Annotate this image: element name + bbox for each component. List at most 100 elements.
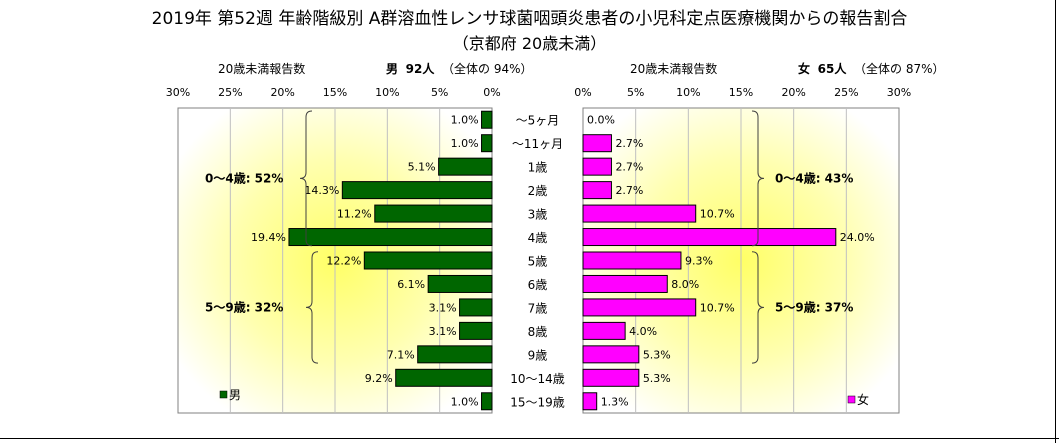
category-label: ～5ヶ月 bbox=[516, 114, 560, 128]
female-5-9-annotation: 5～9歳: 37% bbox=[775, 299, 853, 314]
female-tick-label: 5% bbox=[627, 86, 644, 99]
female-header: 女 65人 （全体の 87%） bbox=[798, 60, 945, 77]
female-legend-swatch bbox=[847, 395, 856, 404]
female-tick-label: 25% bbox=[834, 86, 858, 99]
male-value-label: 9.2% bbox=[365, 372, 393, 385]
female-value-label: 2.7% bbox=[615, 161, 643, 174]
female-bar bbox=[582, 392, 598, 411]
female-tick-label: 20% bbox=[781, 86, 805, 99]
male-bar bbox=[427, 274, 493, 293]
male-bar bbox=[481, 110, 493, 129]
female-value-label: 2.7% bbox=[615, 184, 643, 197]
male-5-9-annotation: 5～9歳: 32% bbox=[205, 299, 283, 314]
male-value-label: 6.1% bbox=[397, 278, 425, 291]
category-label: 15～19歳 bbox=[510, 395, 565, 409]
male-value-label: 14.3% bbox=[304, 184, 339, 197]
male-bar bbox=[481, 134, 493, 153]
female-value-label: 8.0% bbox=[671, 278, 699, 291]
female-bar bbox=[582, 181, 612, 200]
male-sex-label: 男 bbox=[386, 62, 399, 76]
female-value-label: 10.7% bbox=[700, 208, 735, 221]
female-value-label: 2.7% bbox=[615, 137, 643, 150]
male-value-label: 1.0% bbox=[451, 137, 479, 150]
male-tick-label: 30% bbox=[166, 86, 190, 99]
female-value-label: 0.0% bbox=[587, 114, 615, 127]
male-bar bbox=[417, 345, 493, 364]
category-label: 8歳 bbox=[528, 325, 548, 339]
female-bar bbox=[582, 204, 697, 223]
male-bar bbox=[395, 368, 493, 387]
male-0-4-bracket bbox=[299, 110, 313, 247]
category-label: 7歳 bbox=[528, 301, 548, 315]
male-bar bbox=[459, 321, 493, 340]
category-label: 4歳 bbox=[528, 231, 548, 245]
female-tick-label: 15% bbox=[729, 86, 753, 99]
outer-frame-bottom bbox=[0, 438, 1059, 439]
male-count: 92人 bbox=[405, 62, 435, 76]
male-legend-swatch bbox=[219, 390, 228, 399]
male-share: （全体の 94%） bbox=[442, 62, 533, 76]
female-count: 65人 bbox=[817, 62, 847, 76]
male-bar bbox=[374, 204, 493, 223]
female-0-4-annotation: 0～4歳: 43% bbox=[775, 170, 853, 185]
category-label: 10～14歳 bbox=[510, 372, 565, 386]
male-tick-label: 10% bbox=[375, 86, 399, 99]
female-sex-label: 女 bbox=[798, 62, 811, 76]
female-value-label: 5.3% bbox=[643, 372, 671, 385]
female-value-label: 5.3% bbox=[643, 348, 671, 361]
category-label: 9歳 bbox=[528, 348, 548, 362]
male-tick-label: 5% bbox=[431, 86, 448, 99]
male-value-label: 3.1% bbox=[429, 325, 457, 338]
category-label: ～11ヶ月 bbox=[512, 137, 563, 151]
male-bar bbox=[459, 298, 493, 317]
female-share: （全体の 87%） bbox=[854, 62, 945, 76]
male-bar bbox=[481, 392, 493, 411]
male-value-label: 12.2% bbox=[326, 255, 361, 268]
male-bar bbox=[288, 228, 493, 247]
female-tick-label: 30% bbox=[887, 86, 911, 99]
male-bar bbox=[438, 157, 493, 176]
male-value-label: 1.0% bbox=[451, 395, 479, 408]
female-bar bbox=[582, 134, 612, 153]
male-header: 男 92人 （全体の 94%） bbox=[386, 60, 533, 77]
male-tick-label: 25% bbox=[218, 86, 242, 99]
female-bar bbox=[582, 228, 837, 247]
category-label: 2歳 bbox=[528, 184, 548, 198]
male-bar bbox=[363, 251, 493, 270]
female-value-label: 9.3% bbox=[685, 255, 713, 268]
female-tick-label: 0% bbox=[574, 86, 591, 99]
male-5-9-bracket bbox=[305, 251, 319, 364]
male-value-label: 3.1% bbox=[429, 301, 457, 314]
female-report-label: 20歳未満報告数 bbox=[630, 62, 718, 76]
chart-subtitle: （京都府 20歳未満） bbox=[452, 34, 607, 53]
male-legend-label: 男 bbox=[229, 388, 241, 402]
female-value-label: 24.0% bbox=[840, 231, 875, 244]
male-value-label: 1.0% bbox=[451, 114, 479, 127]
female-bar bbox=[582, 321, 626, 340]
female-value-label: 1.3% bbox=[601, 395, 629, 408]
female-5-9-bracket bbox=[751, 251, 765, 364]
female-tick-label: 10% bbox=[676, 86, 700, 99]
male-0-4-annotation: 0～4歳: 52% bbox=[205, 170, 283, 185]
chart-title: 2019年 第52週 年齢階級別 A群溶血性レンサ球菌咽頭炎患者の小児科定点医療… bbox=[151, 9, 908, 29]
male-tick-label: 15% bbox=[323, 86, 347, 99]
female-value-label: 4.0% bbox=[629, 325, 657, 338]
male-report-label: 20歳未満報告数 bbox=[218, 62, 306, 76]
male-tick-label: 20% bbox=[270, 86, 294, 99]
male-value-label: 11.2% bbox=[337, 208, 372, 221]
female-value-label: 10.7% bbox=[700, 301, 735, 314]
female-bar bbox=[582, 157, 612, 176]
male-value-label: 5.1% bbox=[408, 161, 436, 174]
male-value-label: 7.1% bbox=[387, 348, 415, 361]
category-label: 3歳 bbox=[528, 208, 548, 222]
outer-frame-right bbox=[1055, 0, 1056, 443]
female-legend-label: 女 bbox=[857, 392, 869, 407]
female-bar bbox=[582, 298, 697, 317]
male-bar bbox=[341, 181, 493, 200]
category-label: 6歳 bbox=[528, 278, 548, 292]
female-bar bbox=[582, 345, 640, 364]
female-bar bbox=[582, 274, 668, 293]
male-value-label: 19.4% bbox=[251, 231, 286, 244]
female-bar bbox=[582, 368, 640, 387]
